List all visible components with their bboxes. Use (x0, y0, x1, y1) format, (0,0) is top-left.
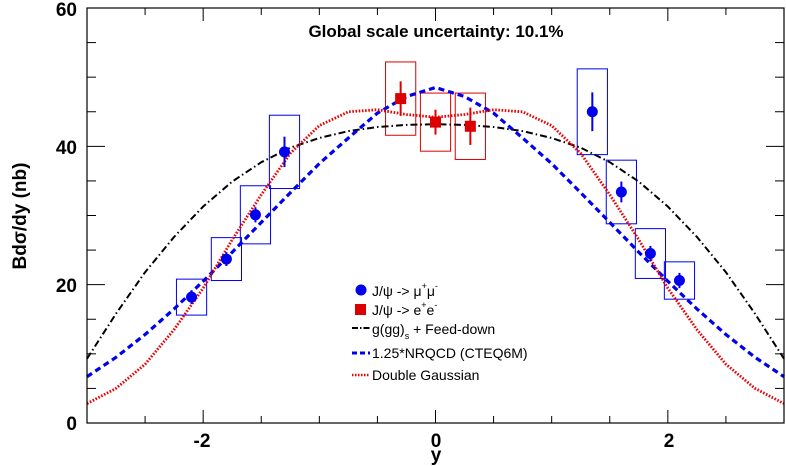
legend: J/ψ -> μ+μ- J/ψ -> e+e- g(gg)s + Feed-do… (352, 281, 528, 383)
y-tick-label: 0 (66, 414, 77, 435)
muon-sys-box (175, 278, 208, 316)
legend-label-electron: J/ψ -> e+e- (372, 300, 437, 318)
electron-sys-box (385, 61, 417, 136)
muon-point (278, 146, 290, 158)
muon-point (220, 253, 232, 265)
muon-sys-box (210, 237, 243, 282)
muon-point (586, 106, 598, 118)
muon-sys-box (605, 159, 637, 225)
electron-point (395, 93, 407, 105)
axis-ticks (86, 7, 785, 424)
muon-point (186, 291, 198, 303)
y-tick-label: 20 (56, 276, 77, 297)
y-axis-label: Bdσ/dy (nb) (10, 163, 31, 270)
legend-label-gluon: g(gg)s + Feed-down (372, 321, 495, 341)
muon-point (673, 275, 685, 287)
electron-sys-box (419, 92, 452, 152)
y-tick-label: 60 (56, 0, 77, 21)
muon-sys-box (268, 114, 301, 190)
x-axis-label: y (431, 445, 442, 466)
muon-point (615, 186, 627, 198)
electron-point (464, 120, 476, 132)
x-tick-label: 2 (664, 431, 675, 452)
legend-marker-muon (355, 284, 367, 296)
muon-point (249, 209, 261, 221)
legend-label-muon: J/ψ -> μ+μ- (372, 281, 438, 299)
legend-label-nrqcd: 1.25*NRQCD (CTEQ6M) (372, 345, 528, 361)
nrqcd-curve (86, 85, 785, 379)
x-tick-label: 0 (431, 431, 442, 452)
muon-point (644, 248, 656, 260)
muon-sys-box (663, 261, 696, 300)
legend-label-gauss: Double Gaussian (372, 367, 479, 383)
muon-sys-box (576, 68, 608, 156)
legend-marker-electron (355, 304, 366, 315)
x-tick-label: -2 (194, 431, 211, 452)
plot-marks (86, 61, 785, 405)
muon-sys-box (634, 228, 667, 279)
electron-point (430, 116, 441, 128)
chart-title: Global scale uncertainty: 10.1% (308, 22, 563, 41)
y-tick-label: 40 (56, 138, 77, 159)
